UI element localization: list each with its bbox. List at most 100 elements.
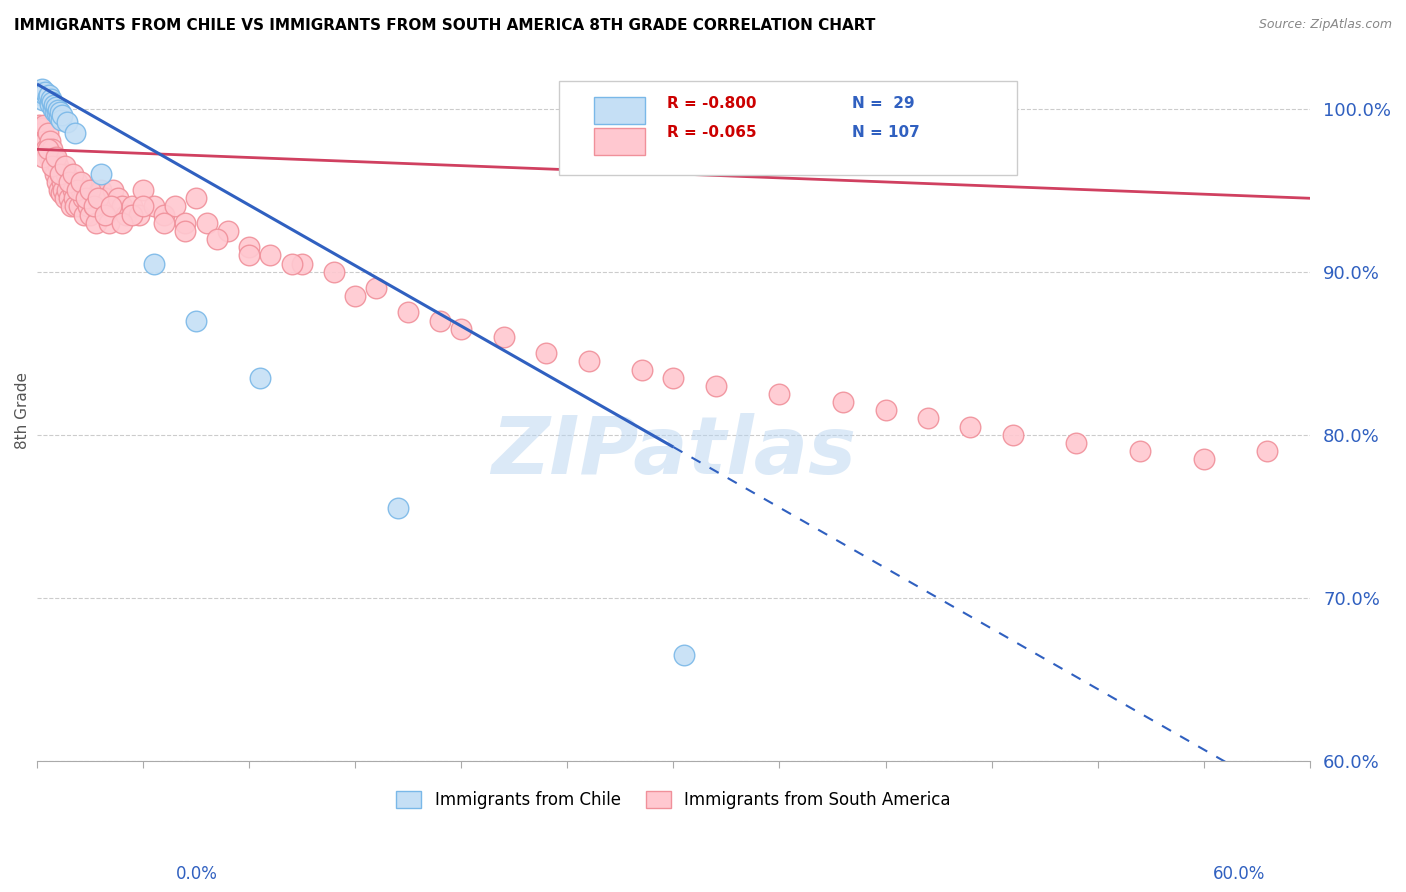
Point: [62, 167, 84, 181]
Point: [79, 208, 101, 222]
Point: [132, 183, 155, 197]
Point: [153, 208, 176, 222]
Text: 0.0%: 0.0%: [176, 865, 218, 883]
Point: [184, 313, 207, 327]
Point: [132, 199, 155, 213]
Point: [249, 370, 271, 384]
Point: [174, 224, 197, 238]
Point: [662, 370, 685, 384]
Point: [238, 248, 260, 262]
Point: [44, 104, 66, 119]
Point: [51, 175, 73, 189]
Point: [34, 87, 56, 101]
Point: [30, 88, 52, 103]
Point: [90, 167, 112, 181]
Point: [75, 183, 97, 197]
Point: [66, 175, 89, 189]
Point: [492, 330, 515, 344]
Point: [72, 208, 94, 222]
Point: [578, 354, 600, 368]
Point: [184, 191, 207, 205]
Bar: [595, 128, 645, 155]
Point: [42, 102, 65, 116]
Point: [142, 256, 165, 270]
Point: [51, 112, 73, 127]
Point: [53, 159, 76, 173]
Point: [55, 114, 77, 128]
Point: [100, 199, 122, 213]
Point: [59, 175, 82, 189]
Point: [90, 183, 112, 197]
Point: [37, 126, 59, 140]
Point: [111, 199, 134, 213]
Point: [238, 240, 260, 254]
Point: [75, 191, 97, 205]
Point: [48, 183, 70, 197]
Point: [917, 411, 939, 425]
Point: [768, 387, 790, 401]
Point: [1192, 452, 1215, 467]
Point: [34, 85, 56, 99]
Point: [62, 183, 84, 197]
Point: [46, 106, 69, 120]
Point: [38, 96, 60, 111]
Point: [142, 199, 165, 213]
Point: [195, 216, 218, 230]
Point: [53, 191, 76, 205]
Point: [41, 159, 63, 173]
Point: [323, 265, 346, 279]
Text: IMMIGRANTS FROM CHILE VS IMMIGRANTS FROM SOUTH AMERICA 8TH GRADE CORRELATION CHA: IMMIGRANTS FROM CHILE VS IMMIGRANTS FROM…: [14, 18, 876, 33]
Point: [217, 224, 239, 238]
Point: [86, 216, 108, 230]
Point: [58, 191, 80, 205]
Point: [1066, 436, 1088, 450]
Point: [63, 199, 86, 213]
Point: [1001, 427, 1024, 442]
Point: [46, 159, 69, 173]
Point: [58, 175, 80, 189]
Point: [46, 103, 69, 118]
Point: [37, 90, 59, 104]
Point: [39, 153, 62, 168]
Point: [121, 199, 143, 213]
Point: [832, 395, 855, 409]
Point: [429, 313, 451, 327]
Point: [42, 159, 65, 173]
Point: [704, 379, 727, 393]
Point: [959, 419, 981, 434]
Point: [32, 94, 55, 108]
Point: [291, 256, 314, 270]
Point: [38, 88, 60, 103]
FancyBboxPatch shape: [558, 80, 1017, 176]
Point: [55, 183, 77, 197]
Point: [63, 191, 86, 205]
Legend: Immigrants from Chile, Immigrants from South America: Immigrants from Chile, Immigrants from S…: [389, 784, 957, 816]
Point: [115, 208, 138, 222]
Point: [94, 191, 117, 205]
Point: [94, 208, 117, 222]
Point: [79, 183, 101, 197]
Text: Source: ZipAtlas.com: Source: ZipAtlas.com: [1258, 18, 1392, 31]
Point: [875, 403, 897, 417]
Point: [49, 167, 72, 181]
Text: 60.0%: 60.0%: [1213, 865, 1265, 883]
Point: [48, 110, 70, 124]
Point: [70, 175, 93, 189]
Point: [259, 248, 281, 262]
Point: [49, 167, 72, 181]
Point: [46, 175, 69, 189]
Text: R = -0.800: R = -0.800: [666, 95, 756, 111]
Point: [37, 142, 59, 156]
Point: [42, 151, 65, 165]
Point: [103, 183, 125, 197]
Point: [280, 256, 302, 270]
Point: [396, 305, 419, 319]
Point: [630, 362, 652, 376]
Point: [83, 199, 105, 213]
Point: [38, 134, 60, 148]
Point: [72, 191, 94, 205]
Point: [28, 118, 51, 132]
Bar: [595, 97, 645, 124]
Point: [107, 191, 129, 205]
Y-axis label: 8th Grade: 8th Grade: [15, 372, 30, 449]
